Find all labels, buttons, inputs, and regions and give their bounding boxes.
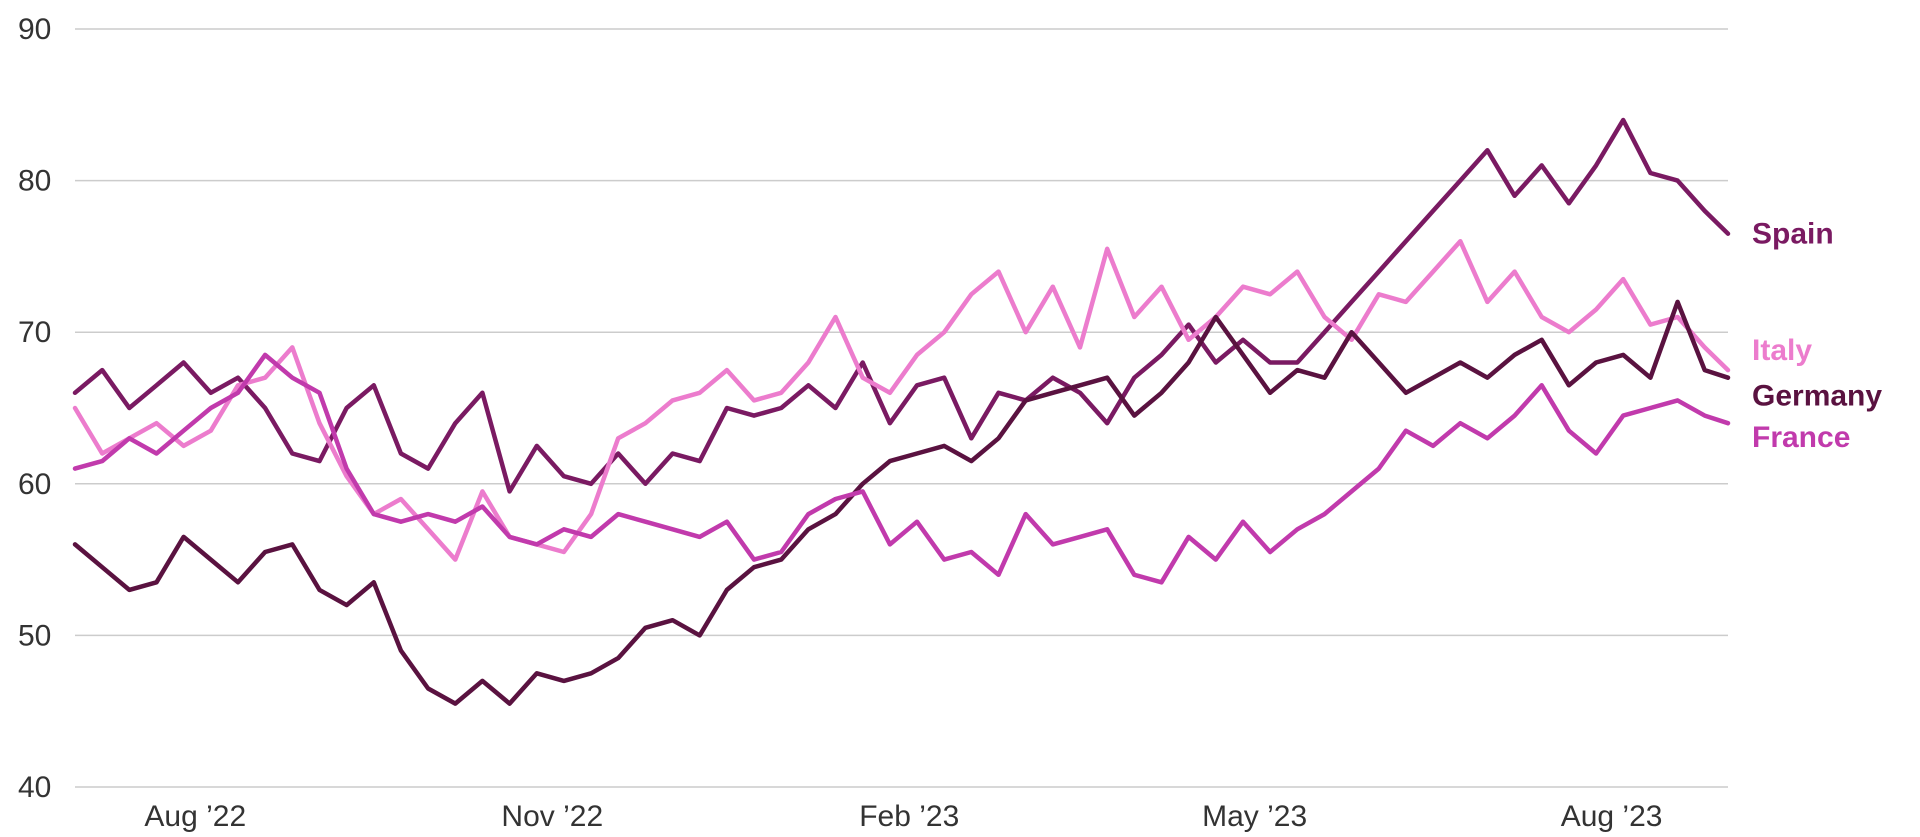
y-tick-label: 50 [18,619,51,652]
x-tick-label: Aug ’23 [1561,800,1663,833]
x-tick-label: May ’23 [1202,800,1307,833]
series-end-labels: Spain Italy Germany France [1752,218,1882,455]
x-tick-label: Feb ’23 [859,800,959,833]
series-line-germany [72,299,1731,706]
series-lines [72,117,1731,706]
y-axis-tick-labels: 40 50 60 70 80 90 [18,13,51,804]
y-tick-label: 90 [18,13,51,46]
series-line-spain [72,117,1731,494]
series-label-spain: Spain [1752,218,1834,251]
x-axis-tick-labels: Aug ’22 Nov ’22 Feb ’23 May ’23 Aug ’23 [144,800,1662,833]
x-tick-label: Nov ’22 [501,800,603,833]
series-line-italy [72,238,1731,562]
y-tick-label: 70 [18,316,51,349]
series-label-germany: Germany [1752,380,1882,413]
x-tick-label: Aug ’22 [144,800,246,833]
y-tick-label: 80 [18,165,51,198]
series-label-italy: Italy [1752,334,1812,367]
series-label-france: France [1752,421,1850,454]
series-line-france [72,352,1731,585]
y-tick-label: 60 [18,468,51,501]
y-tick-label: 40 [18,771,51,804]
